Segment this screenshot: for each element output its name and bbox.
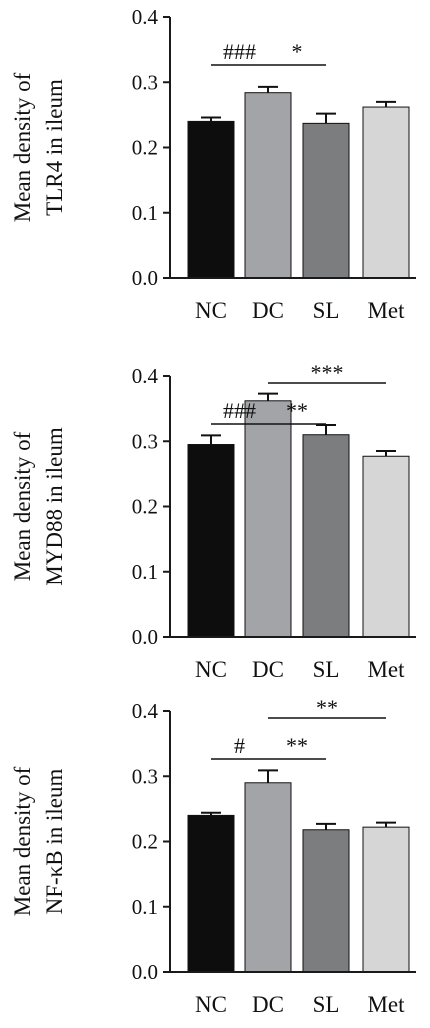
x-tick-label-nc: NC <box>195 298 227 323</box>
x-tick-label-met: Met <box>367 992 405 1017</box>
significance-label: ### <box>223 39 256 64</box>
y-axis-label: MYD88 in ileum <box>42 427 67 586</box>
y-axis-label: Mean density of <box>10 766 35 916</box>
bar-dc <box>244 400 292 638</box>
y-axis-label: TLR4 in ileum <box>42 79 67 216</box>
bar-sl <box>302 434 350 638</box>
y-axis-label: Mean density of <box>10 431 35 581</box>
x-tick-label-sl: SL <box>313 657 340 682</box>
bar-nc <box>187 814 235 973</box>
bar-met <box>362 455 410 638</box>
y-tick-label: 0.4 <box>132 699 159 723</box>
significance-label: ** <box>316 695 338 720</box>
significance-label: ** <box>286 398 308 423</box>
significance-label: ### <box>223 398 256 423</box>
bar-met <box>362 826 410 973</box>
chart-panel-2: 0.0 0.1 0.2 0.3 0.4 NC DC SL Met Mean density of M… <box>10 360 416 682</box>
chart-panel-3: 0.0 0.1 0.2 0.3 0.4 NC DC SL Met Mean density of N… <box>10 695 416 1017</box>
y-tick-label: 0.0 <box>132 960 158 984</box>
bar-nc <box>187 120 235 279</box>
significance-label: ** <box>286 733 308 758</box>
y-tick-label: 0.1 <box>132 895 158 919</box>
y-tick-label: 0.0 <box>132 625 158 649</box>
significance-label: # <box>234 733 245 758</box>
significance-label: * <box>292 39 303 64</box>
significance-label: *** <box>311 360 344 385</box>
x-tick-label-sl: SL <box>313 992 340 1017</box>
bar-dc <box>244 92 292 279</box>
x-tick-label-dc: DC <box>252 992 284 1017</box>
bar-sl <box>302 122 350 279</box>
y-tick-label: 0.1 <box>132 560 158 584</box>
y-tick-label: 0.4 <box>132 364 159 388</box>
x-tick-label-sl: SL <box>313 298 340 323</box>
y-tick-label: 0.1 <box>132 201 158 225</box>
x-tick-label-nc: NC <box>195 992 227 1017</box>
y-axis-label: NF-κB in ileum <box>42 769 67 915</box>
y-tick-label: 0.0 <box>132 266 158 290</box>
bar-dc <box>244 782 292 973</box>
y-tick-label: 0.4 <box>132 5 159 29</box>
y-tick-label: 0.3 <box>132 764 158 788</box>
y-tick-label: 0.2 <box>132 495 158 519</box>
chart-panel-1: 0.0 0.1 0.2 0.3 0.4 NC DC SL Met Mean density of T… <box>10 5 416 323</box>
y-tick-label: 0.3 <box>132 70 158 94</box>
x-tick-label-met: Met <box>367 657 405 682</box>
y-axis-label: Mean density of <box>10 72 35 222</box>
y-tick-label: 0.2 <box>132 830 158 854</box>
x-tick-label-dc: DC <box>252 657 284 682</box>
bar-nc <box>187 444 235 638</box>
bar-met <box>362 106 410 279</box>
x-tick-label-dc: DC <box>252 298 284 323</box>
x-tick-label-met: Met <box>367 298 405 323</box>
y-tick-label: 0.2 <box>132 136 158 160</box>
bar-sl <box>302 829 350 973</box>
x-tick-label-nc: NC <box>195 657 227 682</box>
y-tick-label: 0.3 <box>132 429 158 453</box>
